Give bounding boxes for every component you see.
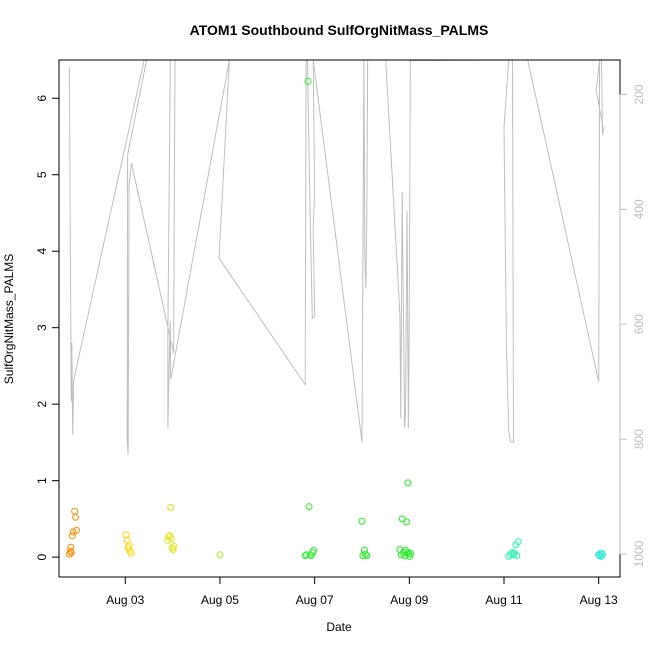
y-tick-label: 0 <box>35 553 49 560</box>
data-point <box>513 552 521 560</box>
x-tick-label: Aug 13 <box>580 593 618 607</box>
data-point <box>127 549 135 557</box>
data-point <box>68 532 76 540</box>
data-point <box>403 518 410 526</box>
data-point <box>397 551 405 559</box>
data-point <box>407 549 415 557</box>
data-point <box>599 550 606 558</box>
data-point <box>66 547 74 555</box>
y-tick-label: 3 <box>35 324 49 331</box>
y2-tick-label: 400 <box>632 199 646 219</box>
y2-tick-label: 800 <box>632 429 646 449</box>
data-point <box>361 550 369 558</box>
secondary-line-layer <box>68 60 604 455</box>
data-point <box>71 507 79 515</box>
data-point <box>167 535 175 543</box>
data-point <box>170 542 178 550</box>
y2-tick-label: 600 <box>632 314 646 334</box>
chart-title: ATOM1 Southbound SulfOrgNitMass_PALMS <box>190 22 489 38</box>
data-point <box>169 546 177 553</box>
data-point <box>67 549 75 556</box>
data-point <box>510 551 517 559</box>
y-tick-label: 5 <box>35 171 49 178</box>
data-point <box>168 544 176 552</box>
secondary-line <box>68 60 604 455</box>
y-tick-label: 4 <box>35 248 49 255</box>
data-point <box>304 77 312 85</box>
data-point <box>505 552 513 560</box>
x-axis-label: Date <box>326 620 352 634</box>
y-axis-right: 200 400 600 800 1000 <box>619 84 646 567</box>
points-layer <box>65 77 606 560</box>
x-tick-label: Aug 07 <box>296 593 334 607</box>
data-point <box>404 479 412 487</box>
y-axis-left: 0 1 2 3 4 5 6 <box>35 95 60 560</box>
data-point <box>303 551 311 559</box>
data-point <box>402 546 409 554</box>
x-tick-label: Aug 09 <box>390 593 428 607</box>
data-point <box>167 503 175 511</box>
x-tick-label: Aug 03 <box>106 593 144 607</box>
data-point <box>73 526 80 534</box>
x-axis: Aug 03 Aug 05 Aug 07 Aug 09 Aug 11 Aug 13 <box>106 576 618 607</box>
data-point <box>398 515 406 523</box>
y-tick-label: 6 <box>35 95 49 102</box>
data-point <box>69 528 77 536</box>
y-axis-label: SulfOrgNitMass_PALMS <box>2 254 16 384</box>
data-point <box>510 549 518 557</box>
y-tick-label: 1 <box>35 477 49 484</box>
data-point <box>507 550 515 558</box>
y2-tick-label: 1000 <box>632 540 646 567</box>
data-point <box>514 538 522 546</box>
data-point <box>164 536 172 544</box>
x-tick-label: Aug 05 <box>201 593 239 607</box>
data-point <box>406 552 414 560</box>
y2-tick-label: 200 <box>632 84 646 104</box>
y-tick-label: 2 <box>35 401 49 408</box>
data-point <box>72 513 80 521</box>
plot-area-frame <box>58 59 621 578</box>
data-point <box>165 533 173 540</box>
data-point <box>310 546 318 554</box>
data-point <box>65 550 73 558</box>
data-point <box>305 503 313 511</box>
data-point <box>358 517 366 525</box>
data-point <box>363 552 371 560</box>
x-tick-label: Aug 11 <box>485 593 522 607</box>
data-point <box>67 543 75 551</box>
data-point <box>216 551 224 559</box>
